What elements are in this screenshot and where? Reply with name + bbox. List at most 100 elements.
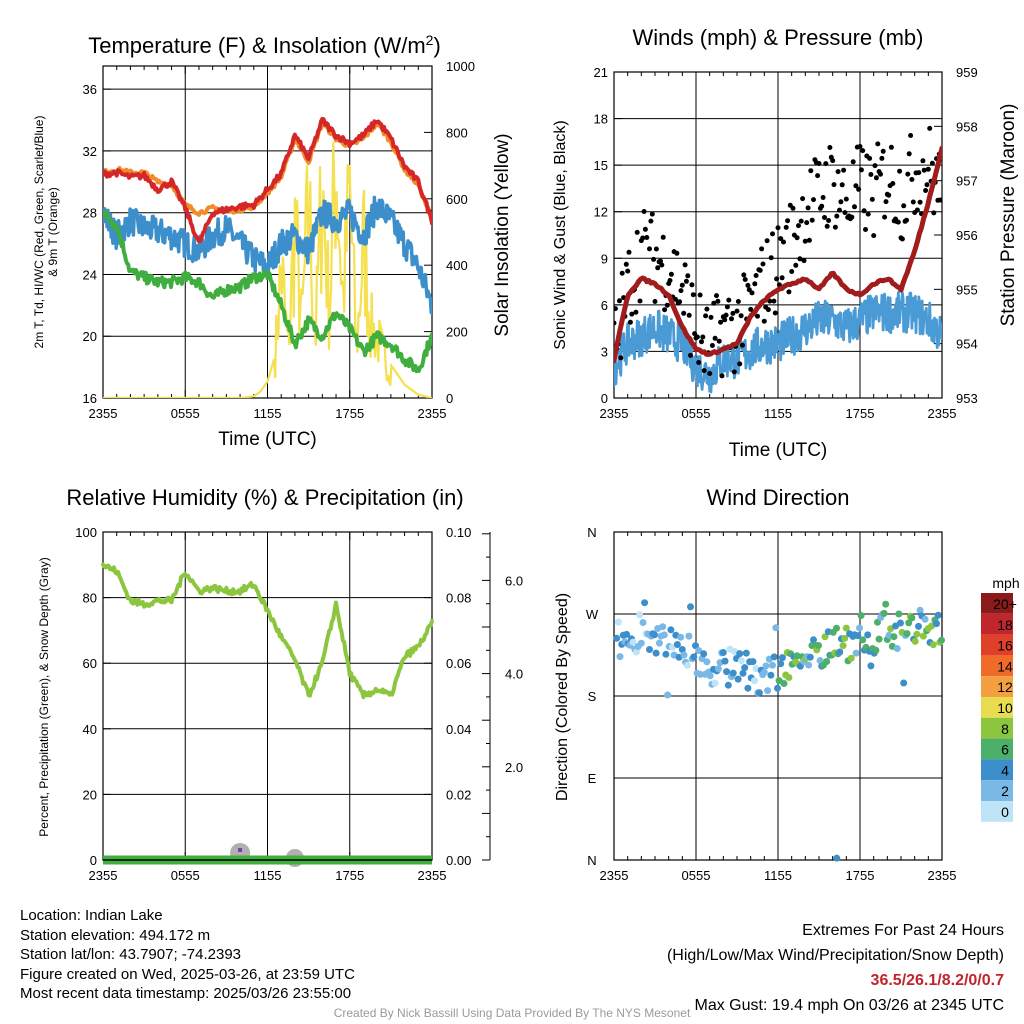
rh-y2tick-label: 0.06 xyxy=(446,656,471,671)
windchill-line xyxy=(103,195,432,316)
temp-ytick-label: 28 xyxy=(83,206,97,221)
direction-point xyxy=(714,665,722,673)
gust-point xyxy=(752,281,758,287)
gust-point xyxy=(772,310,778,316)
temp-y2tick-label: 1000 xyxy=(446,59,475,74)
gust-point xyxy=(730,310,736,316)
wind-y2tick-label: 956 xyxy=(956,228,978,243)
dir-ytick-label: S xyxy=(588,689,597,704)
gust-point xyxy=(614,320,617,326)
direction-point xyxy=(769,661,776,669)
gust-point xyxy=(674,250,680,256)
gust-point xyxy=(796,223,801,229)
data-timestamp: Most recent data timestamp: 2025/03/26 2… xyxy=(20,985,352,1002)
direction-point xyxy=(908,614,916,622)
dir-xtick-label: 1755 xyxy=(846,868,875,883)
direction-point xyxy=(739,669,747,677)
direction-point xyxy=(880,609,888,617)
rh-xtick-label: 0555 xyxy=(171,868,200,883)
legend-label-3: 14 xyxy=(997,658,1013,674)
direction-point xyxy=(636,611,644,619)
gust-point xyxy=(897,168,903,174)
wind-y2tick-label: 953 xyxy=(956,391,978,406)
wind-ytick-label: 6 xyxy=(601,298,608,313)
gust-point xyxy=(789,269,795,274)
direction-point xyxy=(687,603,694,611)
rh-y2tick-label: 0.10 xyxy=(446,525,471,540)
legend-swatch-2 xyxy=(981,634,1013,656)
gust-point xyxy=(778,236,784,242)
snow-axis-label: 6.0 xyxy=(505,573,523,588)
direction-point xyxy=(677,633,685,641)
dir-xtick-label: 0555 xyxy=(682,868,711,883)
legend-swatch-8 xyxy=(981,759,1013,781)
temp-ylabel: 2m T, Td, HI/WC (Red, Green, Scarlet/Blu… xyxy=(32,116,60,349)
gust-point xyxy=(722,317,728,323)
direction-point xyxy=(833,624,840,632)
direction-point xyxy=(911,637,919,645)
wind-y2tick-label: 954 xyxy=(956,337,978,352)
gust-point xyxy=(652,299,658,304)
gust-point xyxy=(679,282,685,288)
direction-point xyxy=(882,600,890,608)
rh-ytick-label: 60 xyxy=(83,656,97,671)
direction-point xyxy=(821,633,829,641)
gust-point xyxy=(760,261,766,267)
direction-point xyxy=(690,653,698,661)
direction-point xyxy=(900,679,908,687)
direction-point xyxy=(762,662,770,670)
direction-point xyxy=(810,636,817,644)
extremes-values: 36.5/26.1/8.2/0/0.7 xyxy=(870,972,1004,989)
dir-ytick-label: W xyxy=(586,607,599,622)
station-info: Location: Indian Lake Station elevation:… xyxy=(20,906,355,1004)
direction-point xyxy=(737,657,745,665)
gust-point xyxy=(718,319,724,325)
gust-point xyxy=(686,312,692,318)
direction-point xyxy=(921,615,929,623)
direction-point xyxy=(764,687,772,695)
gust-point xyxy=(873,175,879,181)
legend-title: mph xyxy=(992,575,1019,591)
pressure-line xyxy=(614,145,942,364)
rh-ytick-label: 0 xyxy=(90,853,97,868)
gust-point xyxy=(755,313,760,319)
legend-label-2: 16 xyxy=(997,638,1013,654)
direction-point xyxy=(872,646,880,654)
gust-point xyxy=(835,169,841,175)
direction-point xyxy=(770,653,778,661)
gust-point xyxy=(696,360,702,365)
gust-point xyxy=(924,182,930,188)
direction-point xyxy=(623,630,631,638)
gust-point xyxy=(692,331,698,337)
gust-point xyxy=(798,218,804,224)
legend-swatch-3 xyxy=(981,655,1013,677)
gust-point xyxy=(923,188,929,193)
direction-point xyxy=(664,691,672,699)
gust-point xyxy=(653,246,659,252)
gust-point xyxy=(781,239,786,245)
gust-point xyxy=(625,268,631,274)
direction-point xyxy=(652,649,660,657)
direction-point xyxy=(852,649,860,657)
direction-point xyxy=(741,664,749,672)
gust-point xyxy=(797,256,803,262)
gust-point xyxy=(858,167,864,173)
temp-2m-line xyxy=(103,116,432,244)
extremes-info: Extremes For Past 24 Hours (High/Low/Max… xyxy=(667,918,1004,1018)
gust-point xyxy=(816,161,822,166)
direction-point xyxy=(833,854,841,862)
rh-y2tick-label: 0.02 xyxy=(446,787,471,802)
gust-point xyxy=(668,271,674,277)
gust-point xyxy=(908,133,914,138)
gust-point xyxy=(827,145,833,150)
gust-point xyxy=(819,203,825,209)
direction-point xyxy=(673,641,681,648)
gust-point xyxy=(681,310,687,316)
direction-point xyxy=(680,651,688,659)
rh-series-group xyxy=(101,562,434,867)
gust-point xyxy=(832,224,838,230)
gust-point xyxy=(764,238,770,244)
winds-xlabel: Time (UTC) xyxy=(729,440,828,461)
gust-point xyxy=(761,318,767,324)
gust-point xyxy=(647,246,652,252)
